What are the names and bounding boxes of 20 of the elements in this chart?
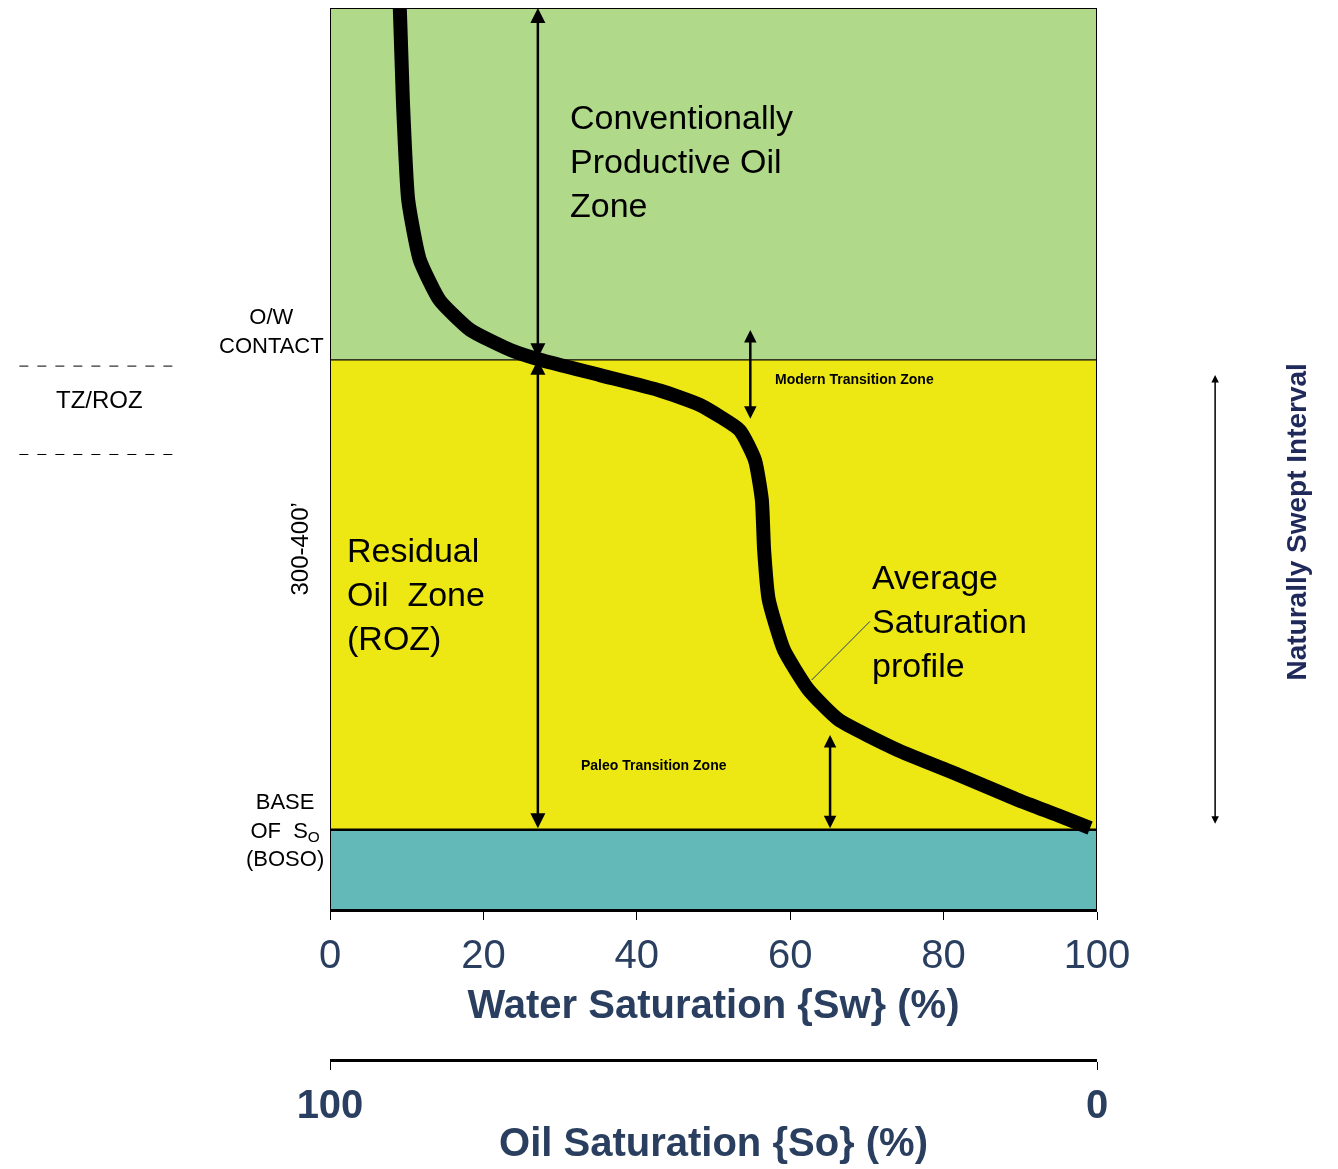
x-tick-label: 100 [1063,932,1131,976]
annotation: Modern Transition Zone [775,371,934,387]
band-label: Conventionally Productive Oil Zone [570,98,794,225]
band-label: Residual Oil Zone (ROZ) [347,531,485,658]
annotation: Paleo Transition Zone [581,757,727,773]
annotation: Average Saturation profile [872,558,1027,685]
text: TZ/ROZ [56,386,143,413]
x-tick-label: 40 [614,932,660,976]
ref-line-label: O/W CONTACT [219,304,324,358]
x-tick-label: 80 [921,932,966,976]
x-tick-label: 60 [767,932,813,976]
ref-line-label: BASE OF S$_{O}$ (BOSO) [246,789,325,872]
x2-tick-label: 0 [1085,1082,1109,1126]
x2-tick-label: 100 [296,1082,364,1126]
x-axis-title: Water Saturation {Sw} (%) [467,982,960,1026]
x2-axis-title: Oil Saturation {So} (%) [499,1119,928,1164]
x-tick-label: 20 [461,932,506,976]
text: Naturally Swept Interval [1281,363,1313,681]
x-tick-label: 0 [318,932,342,976]
text: 300-400’ [286,502,314,596]
